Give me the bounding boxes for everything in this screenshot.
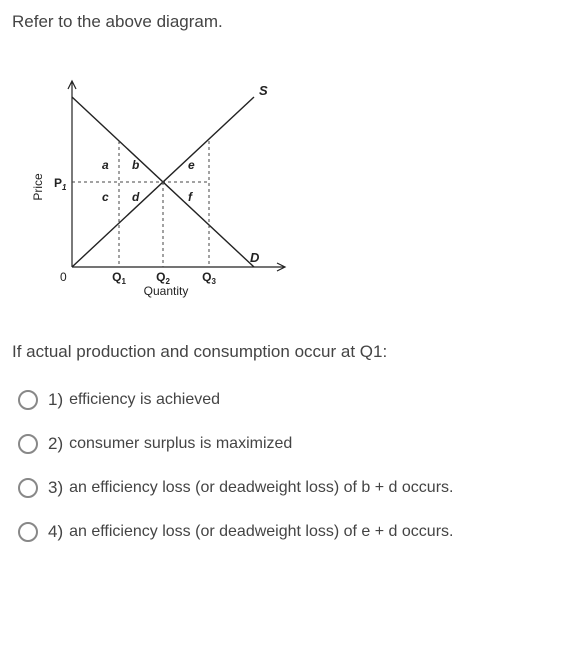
region-b: b [132, 158, 139, 172]
p1-label: P1 [54, 176, 67, 192]
region-c: c [102, 190, 109, 204]
radio-option-3[interactable] [18, 478, 38, 498]
supply-demand-diagram: Price Quantity 0 P1 Q1 Q2 Q3 S D a b c d… [24, 67, 304, 302]
x-axis-label: Quantity [144, 284, 189, 298]
option-row-4: 4) an efficiency loss (or deadweight los… [18, 522, 551, 542]
option-text: an efficiency loss (or deadweight loss) … [69, 479, 453, 497]
region-d: d [132, 190, 140, 204]
option-text: an efficiency loss (or deadweight loss) … [69, 523, 453, 541]
option-row-1: 1) efficiency is achieved [18, 390, 551, 410]
radio-option-4[interactable] [18, 522, 38, 542]
prompt-text: Refer to the above diagram. [12, 12, 551, 32]
option-text: consumer surplus is maximized [69, 435, 292, 453]
supply-label: S [259, 83, 268, 98]
option-number: 3) [48, 478, 63, 498]
option-number: 2) [48, 434, 63, 454]
diagram-container: Price Quantity 0 P1 Q1 Q2 Q3 S D a b c d… [24, 67, 551, 302]
radio-option-2[interactable] [18, 434, 38, 454]
radio-option-1[interactable] [18, 390, 38, 410]
option-row-2: 2) consumer surplus is maximized [18, 434, 551, 454]
y-axis-label: Price [31, 173, 45, 201]
option-row-3: 3) an efficiency loss (or deadweight los… [18, 478, 551, 498]
q2-label: Q2 [156, 270, 170, 286]
demand-label: D [250, 250, 260, 265]
q1-label: Q1 [112, 270, 126, 286]
region-a: a [102, 158, 109, 172]
options-list: 1) efficiency is achieved 2) consumer su… [18, 390, 551, 542]
question-text: If actual production and consumption occ… [12, 342, 551, 362]
option-text: efficiency is achieved [69, 391, 220, 409]
q3-label: Q3 [202, 270, 216, 286]
origin-label: 0 [60, 270, 67, 284]
option-number: 4) [48, 522, 63, 542]
option-number: 1) [48, 390, 63, 410]
region-e: e [188, 158, 195, 172]
region-f: f [188, 190, 193, 204]
